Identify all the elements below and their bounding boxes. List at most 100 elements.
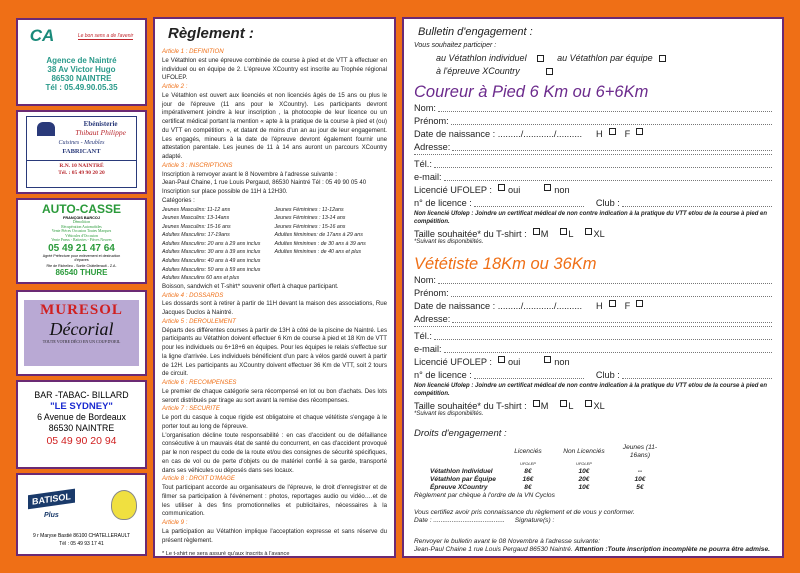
ad-title: AUTO-CASSE — [41, 202, 122, 216]
checkbox-vetathlon-individuel[interactable] — [536, 55, 544, 62]
fees-cell: -- — [637, 468, 643, 475]
category-item: Adultes Masculins: 50 ans à 59 ans inclu… — [162, 266, 261, 273]
article-text: Le premier de chaque catégorie sera réco… — [162, 387, 387, 404]
birthdate-field[interactable]: Date de naissance : ........./..........… — [414, 300, 772, 313]
ad-title: BATISOL — [28, 488, 75, 509]
fees-cell: Épreuve XCountry — [430, 484, 488, 491]
category-item: Jeunes Masculins: 13-14ans — [162, 215, 230, 222]
checkbox-h[interactable] — [608, 300, 616, 307]
article-text: Boisson, sandwich et T-shirt* souvenir o… — [162, 282, 339, 290]
nom-field[interactable]: Nom: — [414, 274, 772, 287]
article-text: Jean-Paul Chaine, 1 rue Louis Pergaud, 8… — [162, 179, 367, 187]
fees-cell — [612, 460, 668, 468]
ad-title: MURESOL — [40, 302, 123, 318]
fees-cell: 5€ — [636, 484, 644, 491]
decorial-logo: Décorial — [49, 319, 114, 339]
licence-number-field[interactable]: n° de licence : Club : — [414, 197, 772, 210]
checkbox-f[interactable] — [636, 300, 644, 307]
checkbox-l[interactable] — [560, 400, 568, 407]
ebenisterie-logo-icon — [37, 121, 56, 136]
tagline: Le bon sens a de l'avenir — [77, 32, 134, 40]
ad-line: Rte de Richelieu - Sortie Châtellerault … — [46, 263, 117, 268]
checkbox-m[interactable] — [532, 228, 540, 235]
adresse-field[interactable]: Adresse: — [414, 141, 772, 154]
field-label: Taille souhaitée* du T-shirt : — [414, 401, 527, 411]
attention-text: Attention :Toute inscription incomplète … — [574, 546, 770, 553]
field-label: Prénom: — [414, 288, 449, 298]
return-text: Renvoyer le bulletin avant le 08 Novembr… — [414, 538, 600, 545]
field-label: Adresse: — [414, 314, 451, 324]
article-text: Tout participant accorde au organisateur… — [162, 484, 387, 518]
ad-owner: FRANÇOIS BARCOJ — [63, 216, 100, 220]
fees-row: Épreuve XCountry 8€ 10€ 5€ — [426, 484, 668, 492]
checkbox-f[interactable] — [636, 128, 644, 135]
field-label: Nom: — [414, 275, 436, 285]
checkbox-oui[interactable] — [497, 184, 505, 191]
article-text: Catégories : — [162, 196, 195, 204]
adresse-field-2[interactable] — [414, 154, 772, 158]
fees-title: Droits d'engagement : — [414, 428, 507, 439]
adresse-field-2[interactable] — [414, 326, 772, 330]
checkbox-h[interactable] — [608, 128, 616, 135]
licence-note: Non licencié Ufolep : Joindre un certifi… — [414, 211, 768, 225]
nom-field[interactable]: Nom: — [414, 102, 772, 115]
category-item: Jeunes Féminines : 15-16 ans — [274, 223, 346, 230]
fees-cell — [426, 444, 500, 460]
field-label: Adresse: — [414, 142, 451, 152]
size-label: M — [540, 401, 549, 411]
bulletin-intro: Vous souhaitez participer : — [414, 42, 497, 49]
checkbox-m[interactable] — [532, 400, 540, 407]
category-item: Adultes Masculins: 40 ans à 49 ans inclu… — [162, 258, 261, 265]
ad-line: Tél : 05.49.90.05.35 — [45, 83, 118, 92]
sex-f-label: F — [624, 301, 631, 311]
club-label: Club : — [595, 370, 620, 380]
category-item — [275, 266, 388, 275]
tshirt-note: *Suivant les disponibilités. — [414, 411, 484, 417]
field-label: Licencié UFOLEP : — [414, 185, 492, 195]
fees-cell: 20€ — [578, 476, 590, 483]
prenom-field[interactable]: Prénom: — [414, 287, 772, 300]
article-title: Article 5 : DEROULEMENT — [162, 317, 236, 325]
email-field[interactable]: e-mail: — [414, 343, 772, 356]
ad-address: R.N. 10 NAINTRÉ — [59, 163, 104, 169]
fees-cell: 10€ — [578, 468, 590, 475]
checkbox-xl[interactable] — [585, 400, 593, 407]
email-field[interactable]: e-mail: — [414, 171, 772, 184]
birthdate-field[interactable]: Date de naissance : ........./..........… — [414, 128, 772, 141]
article-text: La participation au Vétathlon implique l… — [162, 527, 387, 544]
tel-field[interactable]: Tél.: — [414, 158, 772, 171]
category-item: Adultes Masculins: 20 ans à 29 ans inclu… — [162, 240, 261, 247]
licence-number-field[interactable]: n° de licence : Club : — [414, 369, 772, 382]
field-label: n° de licence : — [414, 198, 472, 208]
checkbox-non[interactable] — [544, 356, 552, 363]
licence-ufolep: Licencié UFOLEP : oui non — [414, 184, 772, 197]
date-field[interactable]: Date : .................................… — [414, 517, 505, 524]
ad-line: Agence de Naintré — [46, 56, 117, 65]
field-label: Licencié UFOLEP : — [414, 357, 492, 367]
reglement-panel: Règlement : Article 1 : DEFINITION Le Vé… — [153, 17, 396, 558]
article-title: Article 3 : INSCRIPTIONS — [162, 161, 233, 169]
non-label: non — [554, 357, 570, 367]
signature-field[interactable]: Signature(s) : — [514, 517, 555, 524]
checkbox-oui[interactable] — [497, 356, 505, 363]
checkbox-xcountry[interactable] — [546, 68, 553, 75]
prenom-field[interactable]: Prénom: — [414, 115, 772, 128]
ad-auto-casse: AUTO-CASSE FRANÇOIS BARCOJ Démolition Ré… — [16, 198, 147, 284]
category-item: Adultes Masculins: 30 ans à 39 ans inclu… — [162, 249, 261, 256]
ad-slogan: TOUTE VOTRE DÉCO EN UN COUP D'OEIL — [42, 339, 121, 344]
article-title: Article 2 : — [162, 83, 188, 90]
size-label: L — [568, 401, 574, 411]
checkbox-l[interactable] — [560, 228, 568, 235]
article-title: Article 8 : DROIT D'IMAGE — [162, 475, 235, 483]
checkbox-non[interactable] — [544, 184, 552, 191]
checkbox-xl[interactable] — [585, 228, 593, 235]
ad-le-sydney: BAR -TABAC- BILLARD "LE SYDNEY" 6 Avenue… — [16, 380, 147, 469]
fees-cell: 8€ — [524, 484, 532, 491]
tel-field[interactable]: Tél.: — [414, 330, 772, 343]
adresse-field[interactable]: Adresse: — [414, 313, 772, 326]
reglement-title: Règlement : — [168, 25, 254, 42]
ad-plus: Plus — [44, 511, 59, 519]
checkbox-vetathlon-equipe[interactable] — [658, 55, 666, 62]
category-item: Jeunes Féminines : 11-12ans — [274, 206, 344, 213]
category-item: Jeunes Féminines : 13-14 ans — [274, 215, 346, 222]
